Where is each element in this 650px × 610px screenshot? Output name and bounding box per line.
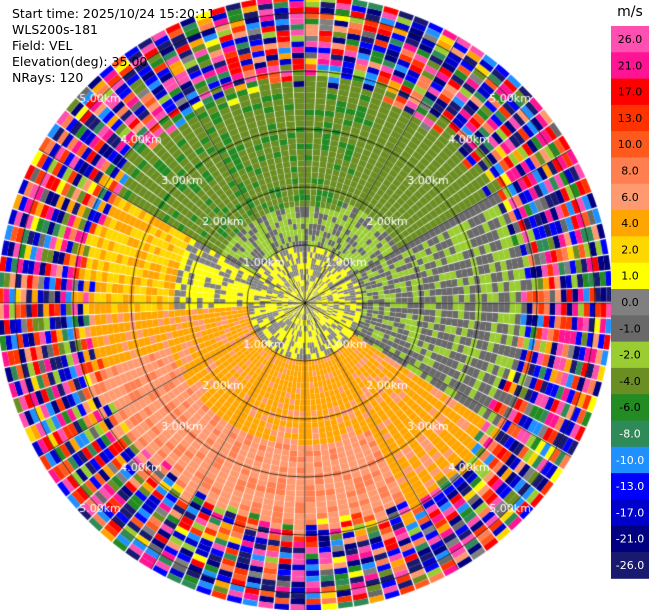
colorbar-swatch	[611, 262, 649, 290]
colorbar-swatch	[611, 78, 649, 106]
colorbar-tick-label: -4.0	[619, 375, 640, 388]
colorbar-tick-label: -1.0	[619, 322, 640, 335]
colorbar-tick-label: 26.0	[618, 33, 643, 46]
colorbar-tick-label: 17.0	[618, 86, 643, 99]
colorbar-tick-label: -26.0	[616, 559, 644, 572]
colorbar-swatch	[611, 104, 649, 132]
colorbar-tick-label: -30.0	[616, 585, 644, 598]
colorbar-tick-label: 10.0	[618, 138, 643, 151]
colorbar-tick-label: 2.0	[621, 243, 639, 256]
colorbar-swatch	[611, 499, 649, 527]
colorbar-swatch	[611, 52, 649, 80]
colorbar-tick-label: -13.0	[616, 480, 644, 493]
colorbar-swatch	[611, 446, 649, 474]
colorbar-swatch	[611, 210, 649, 237]
colorbar-tick-label: 13.0	[618, 112, 643, 125]
colorbar-tick-label: -2.0	[619, 349, 640, 362]
colorbar-tick-label: -8.0	[619, 428, 640, 441]
colorbar-swatch	[611, 315, 649, 343]
elevation-label: Elevation(deg): 35.00	[12, 54, 148, 69]
colorbar-swatch	[611, 552, 649, 579]
colorbar-tick-label: 4.0	[621, 217, 639, 230]
colorbar-swatch	[611, 131, 649, 158]
field-label: Field: VEL	[12, 38, 73, 53]
colorbar-swatch	[611, 289, 649, 316]
colorbar-swatch	[611, 157, 649, 185]
colorbar-tick-label: -17.0	[616, 506, 644, 519]
colorbar-swatch	[611, 420, 649, 448]
colorbar-swatch	[611, 367, 649, 395]
colorbar-swatch	[611, 394, 649, 421]
colorbar-tick-label: 8.0	[621, 165, 639, 178]
colorbar-swatch	[611, 236, 649, 264]
colorbar-unit: m/s	[617, 4, 643, 20]
colorbar-swatch	[611, 525, 649, 553]
colorbar-swatch	[611, 26, 649, 53]
colorbar-tick-label: -21.0	[616, 533, 644, 546]
colorbar-tick-label: 1.0	[621, 270, 639, 283]
colorbar-tick-label: 0.0	[621, 296, 639, 309]
colorbar-tick-label: -10.0	[616, 454, 644, 467]
start-time-label: Start time: 2025/10/24 15:20:11	[12, 6, 216, 21]
colorbar-tick-label: -6.0	[619, 401, 640, 414]
colorbar-tick-label: 6.0	[621, 191, 639, 204]
site-label: WLS200s-181	[12, 22, 98, 37]
nrays-label: NRays: 120	[12, 70, 84, 85]
colorbar-tick-label: 21.0	[618, 59, 643, 72]
colorbar-swatch	[611, 341, 649, 369]
colorbar-swatch	[611, 473, 649, 500]
colorbar-swatch	[611, 183, 649, 211]
